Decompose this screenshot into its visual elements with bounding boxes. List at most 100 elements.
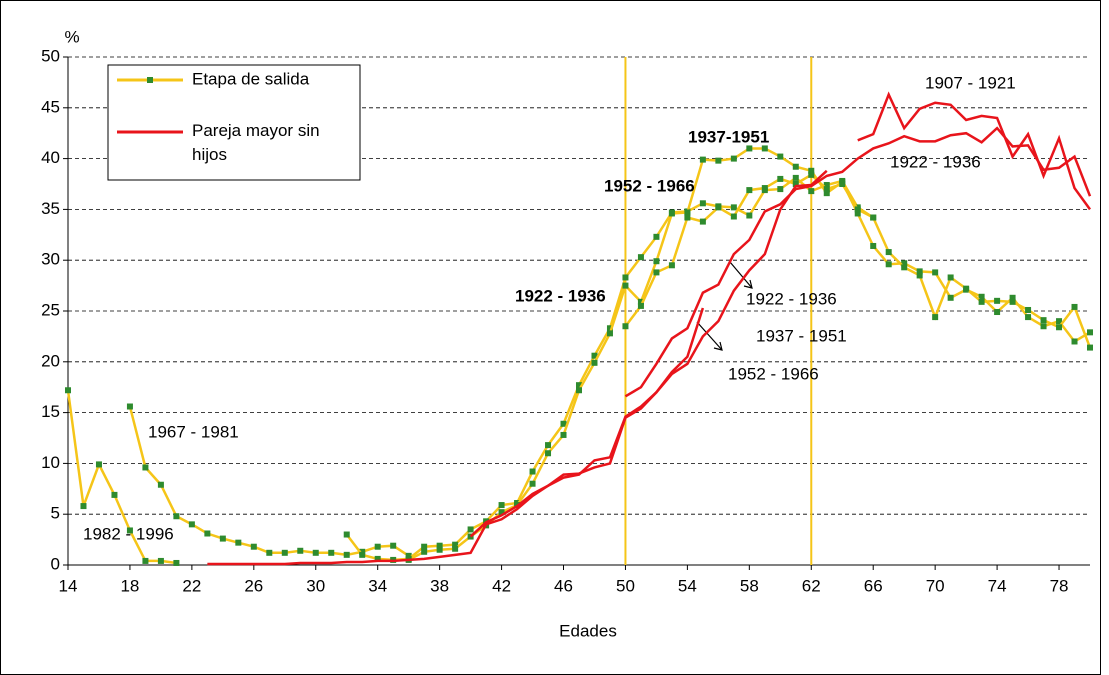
- series-line: [857, 91, 1092, 211]
- point-marker: [622, 282, 629, 289]
- annotation: 1907 - 1921: [925, 73, 1016, 92]
- point-marker: [699, 218, 706, 225]
- point-marker: [219, 535, 226, 542]
- point-marker: [545, 450, 552, 457]
- point-marker: [142, 464, 149, 471]
- annotation: 1922 - 1936: [890, 152, 981, 171]
- point-marker: [746, 212, 753, 219]
- point-marker: [359, 551, 366, 558]
- point-marker: [746, 145, 753, 152]
- point-marker: [591, 359, 598, 366]
- point-marker: [854, 206, 861, 213]
- point-marker: [80, 503, 87, 510]
- point-marker: [994, 297, 1001, 304]
- legend-marker: [147, 77, 153, 83]
- point-marker: [173, 559, 180, 566]
- point-marker: [637, 302, 644, 309]
- point-marker: [823, 182, 830, 189]
- point-marker: [606, 330, 613, 337]
- x-tick-label: 74: [988, 576, 1007, 595]
- x-tick-label: 26: [244, 576, 263, 595]
- arrow-head: [743, 279, 753, 289]
- point-marker: [498, 509, 505, 516]
- x-tick-label: 30: [306, 576, 325, 595]
- point-marker: [436, 542, 443, 549]
- legend-label: Pareja mayor sin hijos: [192, 121, 320, 164]
- point-marker: [792, 181, 799, 187]
- point-marker: [761, 145, 768, 152]
- point-marker: [947, 274, 954, 281]
- point-marker: [1056, 324, 1063, 331]
- x-tick-label: 14: [59, 576, 78, 595]
- point-marker: [235, 539, 242, 546]
- annotation: 1967 - 1981: [148, 422, 239, 441]
- point-marker: [436, 546, 443, 553]
- x-tick-label: 18: [120, 576, 139, 595]
- arrow-head: [713, 341, 723, 351]
- y-tick-label: 10: [41, 453, 60, 472]
- point-marker: [622, 323, 629, 330]
- point-marker: [452, 545, 459, 552]
- y-tick-label: 30: [41, 250, 60, 269]
- point-marker: [65, 387, 71, 394]
- point-marker: [1056, 318, 1063, 325]
- y-tick-label: 0: [51, 554, 60, 573]
- point-marker: [823, 186, 830, 193]
- point-marker: [885, 249, 892, 256]
- point-marker: [405, 552, 412, 559]
- x-tick-label: 42: [492, 576, 511, 595]
- point-marker: [606, 325, 613, 332]
- point-marker: [576, 382, 582, 389]
- point-marker: [932, 314, 939, 321]
- point-marker: [885, 261, 892, 268]
- point-marker: [111, 491, 118, 498]
- point-marker: [653, 233, 660, 240]
- point-marker: [390, 542, 397, 549]
- point-marker: [374, 543, 381, 550]
- point-marker: [560, 420, 567, 427]
- x-tick-label: 62: [802, 576, 821, 595]
- point-marker: [498, 502, 505, 509]
- point-marker: [777, 186, 784, 193]
- point-marker: [126, 403, 133, 410]
- series-line: [469, 169, 828, 538]
- annotation: 1922 - 1936: [746, 289, 837, 308]
- y-axis-label: %: [64, 27, 79, 46]
- x-tick-label: 58: [740, 576, 759, 595]
- point-marker: [1087, 329, 1093, 336]
- y-tick-label: 45: [41, 97, 60, 116]
- point-marker: [870, 242, 877, 249]
- point-marker: [839, 181, 846, 187]
- point-marker: [746, 187, 753, 194]
- legend-label: Etapa de salida: [192, 69, 310, 88]
- x-tick-label: 54: [678, 576, 697, 595]
- annotation: 1937 - 1951: [756, 326, 847, 345]
- point-marker: [297, 547, 304, 554]
- point-marker: [901, 264, 908, 271]
- arrow: [729, 261, 753, 289]
- annotation-arrows: [696, 261, 753, 351]
- point-marker: [730, 204, 737, 211]
- x-tick-label: 70: [926, 576, 945, 595]
- point-marker: [343, 551, 350, 558]
- y-tick-label: 35: [41, 199, 60, 218]
- y-tick-label: 15: [41, 402, 60, 421]
- point-marker: [1025, 314, 1032, 321]
- point-marker: [854, 210, 861, 217]
- point-marker: [653, 269, 660, 276]
- point-marker: [545, 442, 552, 449]
- x-tick-label: 22: [182, 576, 201, 595]
- point-marker: [529, 468, 536, 475]
- x-tick-label: 78: [1050, 576, 1069, 595]
- point-marker: [281, 549, 288, 556]
- point-marker: [421, 548, 428, 555]
- point-marker: [1087, 344, 1093, 351]
- point-marker: [699, 200, 706, 207]
- point-marker: [808, 167, 815, 174]
- point-marker: [808, 188, 815, 195]
- point-marker: [95, 461, 102, 468]
- point-marker: [792, 163, 799, 170]
- point-marker: [467, 526, 474, 533]
- point-marker: [916, 268, 923, 275]
- point-marker: [684, 209, 691, 216]
